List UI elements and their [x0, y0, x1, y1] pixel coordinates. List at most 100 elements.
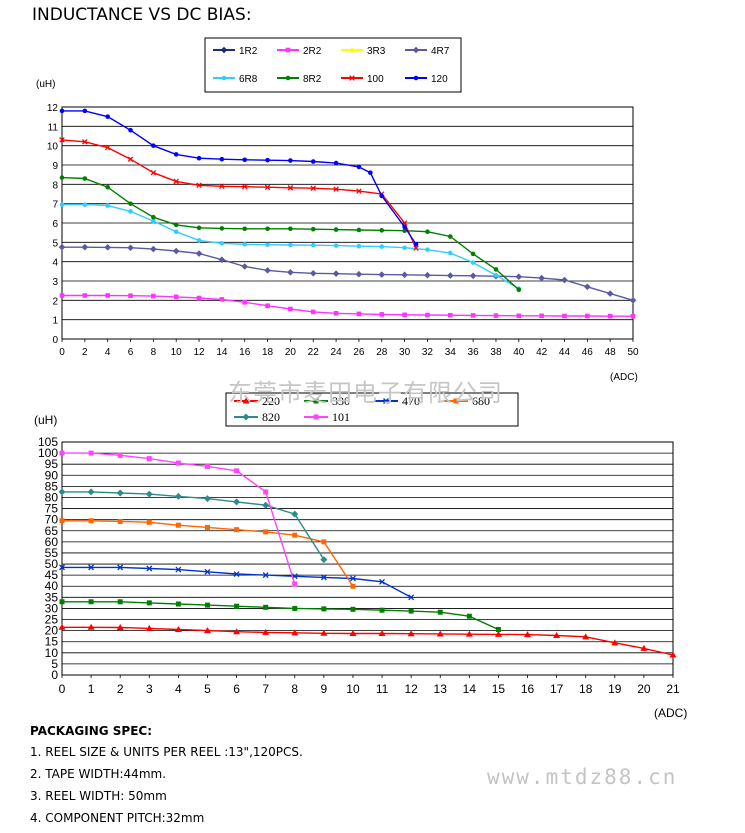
data-point-101	[263, 489, 269, 495]
data-point-2R2	[242, 299, 248, 305]
data-point-100	[287, 185, 294, 191]
data-point-220	[349, 630, 357, 637]
data-point-120	[413, 241, 419, 247]
data-point-470	[349, 575, 356, 582]
data-point-2R2	[402, 312, 407, 318]
data-point-8R2	[151, 214, 156, 220]
data-point-8R2	[333, 227, 339, 232]
data-point-330	[408, 608, 414, 614]
data-point-6R8	[356, 243, 362, 249]
y-tick-label: 25	[45, 613, 59, 627]
x-tick-label: 9	[321, 682, 328, 696]
data-point-680	[321, 539, 327, 545]
data-point-2R2	[288, 306, 293, 312]
y-tick-label: 90	[45, 468, 59, 482]
data-point-4R7	[424, 271, 431, 279]
data-point-220	[494, 630, 502, 637]
data-point-2R2	[105, 293, 110, 298]
data-point-8R2	[288, 226, 293, 232]
data-point-4R7	[150, 245, 157, 253]
y-tick-label: 0	[52, 335, 58, 346]
x-tick-label: 5	[204, 682, 211, 696]
y-tick-label: 40	[45, 579, 59, 593]
y-tick-label: 55	[45, 546, 59, 560]
data-point-470	[204, 568, 211, 575]
x-tick-label: 40	[513, 347, 525, 358]
x-tick-label: 19	[608, 682, 622, 696]
data-point-330	[146, 600, 152, 606]
x-tick-label: 16	[521, 682, 535, 696]
data-point-6R8	[105, 203, 110, 208]
legend-marker-8R2	[285, 75, 291, 81]
data-point-100	[150, 169, 157, 176]
data-point-220	[669, 651, 677, 658]
data-point-101	[117, 452, 123, 458]
data-point-220	[465, 630, 473, 637]
data-point-100	[310, 185, 316, 191]
data-point-330	[263, 604, 269, 610]
data-point-2R2	[539, 313, 544, 319]
data-point-6R8	[493, 272, 499, 278]
y-tick-label: 70	[45, 513, 59, 527]
data-point-2R2	[630, 313, 636, 319]
data-point-8R2	[265, 226, 270, 232]
legend-marker-680	[453, 398, 459, 404]
x-tick-label: 0	[59, 347, 65, 358]
data-point-820	[233, 498, 241, 506]
x-tick-label: 4	[105, 347, 111, 358]
y-axis-label: (uH)	[36, 79, 55, 90]
legend-marker-470	[383, 398, 389, 404]
y-tick-label: 8	[52, 180, 58, 191]
packaging-item: 4. COMPONENT PITCH:32mm	[30, 811, 205, 825]
legend-marker-6R8	[221, 75, 227, 81]
data-point-8R2	[379, 228, 385, 233]
legend-label-100: 100	[367, 74, 384, 85]
data-point-120	[368, 170, 373, 176]
series-line-120	[62, 110, 417, 245]
data-point-4R7	[241, 263, 249, 270]
x-tick-label: 17	[550, 682, 564, 696]
x-tick-label: 24	[331, 347, 343, 358]
data-point-6R8	[402, 245, 407, 251]
x-tick-label: 21	[666, 682, 680, 696]
data-point-2R2	[310, 309, 316, 315]
data-point-120	[333, 160, 339, 166]
data-point-470	[59, 564, 65, 571]
data-point-120	[173, 152, 179, 157]
data-point-6R8	[379, 244, 385, 249]
data-point-6R8	[425, 247, 430, 252]
data-point-2R2	[585, 313, 590, 319]
data-point-120	[219, 156, 225, 162]
series-120	[59, 108, 419, 247]
data-point-8R2	[470, 251, 476, 257]
x-tick-label: 10	[346, 682, 360, 696]
series-330	[59, 599, 501, 633]
y-tick-label: 65	[45, 524, 59, 538]
legend-label-4R7: 4R7	[431, 46, 450, 57]
legend-label-101: 101	[332, 410, 350, 424]
x-tick-label: 38	[490, 347, 502, 358]
y-tick-label: 105	[38, 435, 58, 449]
x-tick-label: 14	[463, 682, 477, 696]
data-point-330	[175, 601, 181, 607]
data-point-2R2	[82, 293, 88, 298]
data-point-220	[436, 630, 444, 637]
data-point-6R8	[242, 241, 248, 247]
series-6R8	[59, 202, 522, 292]
data-point-6R8	[128, 209, 133, 214]
data-point-4R7	[629, 297, 637, 304]
x-tick-label: 12	[404, 682, 418, 696]
x-tick-label: 11	[376, 682, 389, 696]
legend-box	[225, 392, 519, 427]
data-point-101	[88, 450, 94, 456]
data-point-8R2	[516, 287, 522, 293]
data-point-820	[58, 488, 66, 496]
watermark-url: www.mtdz88.cn	[487, 765, 678, 789]
legend-marker-3R3	[348, 46, 356, 53]
data-point-220	[553, 632, 561, 639]
series-680	[59, 518, 356, 589]
y-tick-label: 4	[52, 258, 58, 269]
data-point-6R8	[196, 238, 202, 243]
data-point-680	[88, 518, 94, 524]
